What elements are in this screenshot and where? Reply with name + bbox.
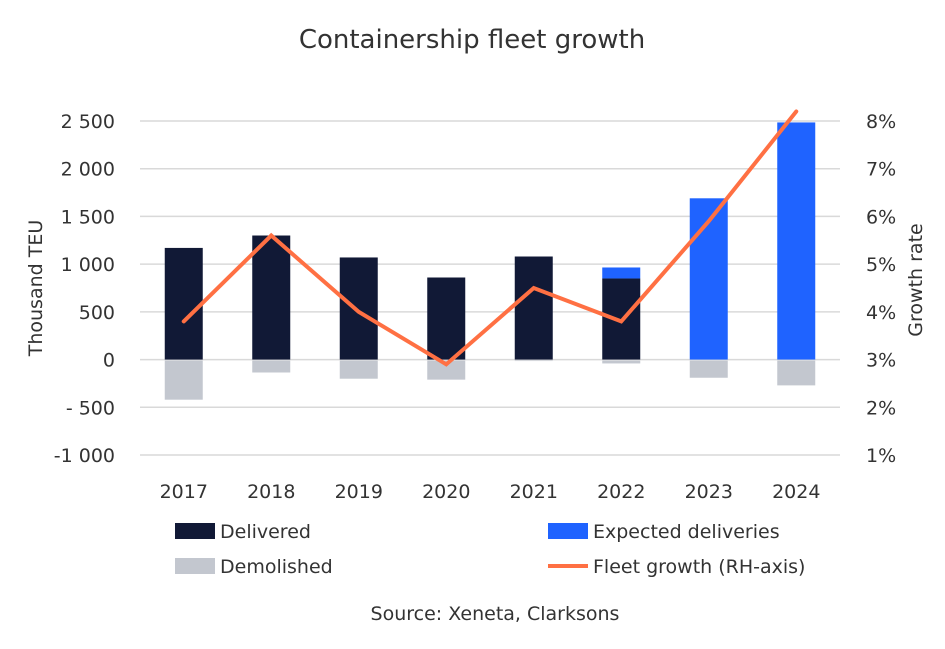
legend-label: Expected deliveries: [593, 521, 780, 543]
bar-expected-deliveries: [602, 267, 641, 279]
bar-demolished: [427, 360, 466, 380]
x-tick-label: 2019: [335, 481, 383, 503]
y2-tick-label: 5%: [866, 254, 896, 276]
bar-demolished: [689, 360, 728, 378]
y-axis-label: Thousand TEU: [25, 220, 47, 358]
legend-label: Demolished: [220, 556, 333, 578]
legend-label: Fleet growth (RH-axis): [593, 556, 805, 578]
y-tick-label: 500: [79, 302, 115, 324]
bar-delivered: [164, 247, 203, 360]
y2-tick-label: 2%: [866, 397, 896, 419]
y-tick-label: 0: [103, 350, 115, 372]
bar-delivered: [252, 235, 291, 360]
x-tick-label: 2022: [597, 481, 645, 503]
bar-expected-deliveries: [777, 122, 816, 360]
y-tick-label: 1 500: [61, 206, 115, 228]
x-tick-label: 2020: [422, 481, 470, 503]
bar-delivered: [514, 256, 553, 360]
bar-demolished: [602, 360, 641, 364]
x-tick-label: 2017: [160, 481, 208, 503]
y2-tick-label: 4%: [866, 302, 896, 324]
bar-delivered: [427, 277, 466, 360]
bar-demolished: [252, 360, 291, 373]
bar-delivered: [339, 257, 378, 360]
y-tick-label: 1 000: [61, 254, 115, 276]
legend-swatch: [175, 523, 215, 539]
bar-demolished: [339, 360, 378, 379]
bar-demolished: [777, 360, 816, 386]
legend-swatch: [175, 558, 215, 574]
legend-swatch: [548, 523, 588, 539]
y2-tick-label: 1%: [866, 445, 896, 467]
source-note: Source: Xeneta, Clarksons: [371, 603, 620, 625]
y-tick-label: 2 500: [61, 111, 115, 133]
y2-tick-label: 3%: [866, 350, 896, 372]
chart-title: Containership fleet growth: [299, 25, 645, 55]
y2-tick-label: 7%: [866, 159, 896, 181]
y2-axis-label: Growth rate: [905, 223, 927, 336]
bar-demolished: [164, 360, 203, 400]
bar-expected-deliveries: [689, 198, 728, 360]
legend-label: Delivered: [220, 521, 311, 543]
y-tick-label: - 500: [66, 397, 115, 419]
y2-tick-label: 8%: [866, 111, 896, 133]
y-tick-label: -1 000: [54, 445, 115, 467]
x-tick-label: 2023: [685, 481, 733, 503]
x-tick-label: 2018: [247, 481, 295, 503]
x-tick-label: 2021: [510, 481, 558, 503]
x-tick-label: 2024: [772, 481, 820, 503]
fleet-growth-line: [181, 109, 799, 367]
y-tick-label: 2 000: [61, 159, 115, 181]
y2-tick-label: 6%: [866, 206, 896, 228]
